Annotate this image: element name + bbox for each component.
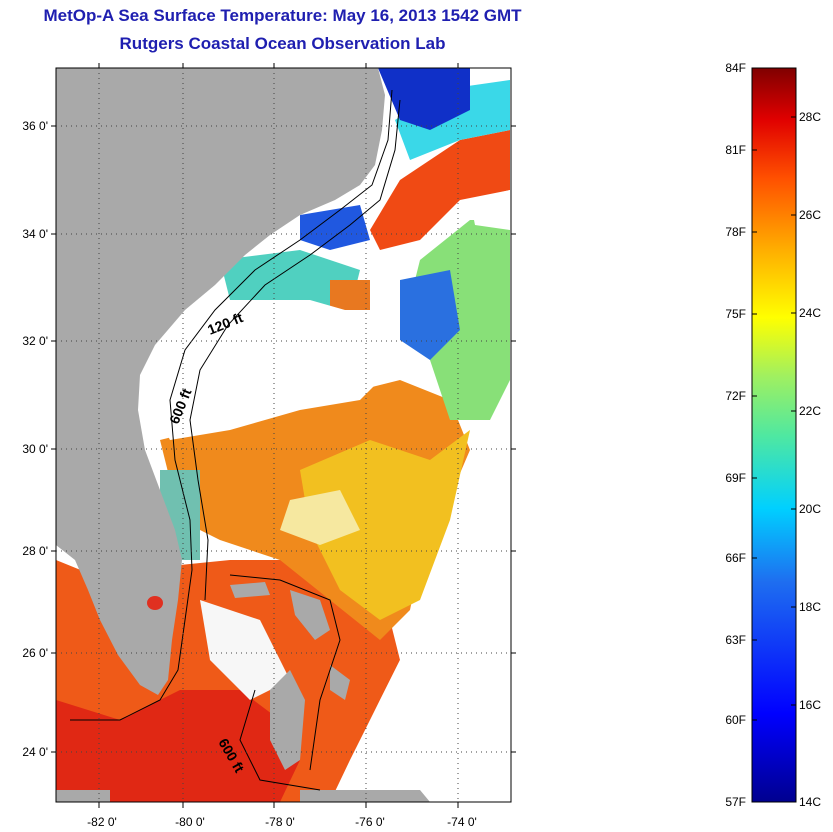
lon-label-82: -82 0' [87, 815, 117, 829]
cb-f-84: 84F [725, 61, 746, 75]
lat-label-26: 26 0' [22, 646, 48, 660]
lat-label-34: 34 0' [22, 227, 48, 241]
land-layer [56, 68, 430, 802]
sst-data-layer [56, 68, 511, 802]
map-subtitle: Rutgers Coastal Ocean Observation Lab [119, 34, 446, 53]
cb-f-63: 63F [725, 633, 746, 647]
lon-label-80: -80 0' [175, 815, 205, 829]
axis-ticks [51, 63, 516, 808]
cb-c-16: 16C [799, 698, 821, 712]
cb-f-60: 60F [725, 713, 746, 727]
colorbar [751, 67, 797, 803]
lon-label-74: -74 0' [447, 815, 477, 829]
sst-nearshore-blue [300, 205, 370, 250]
colorbar-ticks [752, 116, 796, 721]
cb-c-20: 20C [799, 502, 821, 516]
cloud-south [200, 600, 290, 700]
cb-f-78: 78F [725, 225, 746, 239]
cb-c-22: 22C [799, 404, 821, 418]
sst-cold-north [378, 68, 470, 130]
lon-label-76: -76 0' [355, 815, 385, 829]
lat-label-24: 24 0' [22, 745, 48, 759]
cb-f-72: 72F [725, 389, 746, 403]
map-title: MetOp-A Sea Surface Temperature: May 16,… [43, 6, 522, 25]
swath-edge-mask [330, 380, 511, 802]
map-border [55, 67, 512, 803]
cb-f-57: 57F [725, 795, 746, 809]
contour-bahamas-2 [239, 689, 321, 791]
lat-tick-labels: 36 0' 34 0' 32 0' 30 0' 28 0' 26 0' 24 0… [22, 119, 48, 759]
sst-green-east [410, 220, 510, 420]
cb-f-75: 75F [725, 307, 746, 321]
sst-yellow-patch [280, 490, 360, 545]
land-bahamas-andros [270, 670, 305, 770]
cb-c-18: 18C [799, 600, 821, 614]
lat-label-28: 28 0' [22, 544, 48, 558]
contour-bahamas-1 [229, 574, 341, 771]
graticule [56, 68, 511, 802]
cb-c-28: 28C [799, 110, 821, 124]
bathymetry-contours [70, 89, 401, 791]
lat-label-32: 32 0' [22, 334, 48, 348]
lon-label-78: -78 0' [265, 815, 295, 829]
cb-f-69: 69F [725, 471, 746, 485]
colorbar-f-labels: 84F 81F 78F 75F 72F 69F 66F 63F 60F 57F [725, 61, 746, 809]
lake-okeechobee [147, 596, 163, 610]
sst-yellow-east [300, 430, 470, 620]
lat-label-36: 36 0' [22, 119, 48, 133]
cloud-east [470, 190, 510, 230]
land-cuba [300, 790, 430, 802]
land-bahamas-eleuthera [330, 665, 350, 700]
lat-label-30: 30 0' [22, 442, 48, 456]
cb-c-26: 26C [799, 208, 821, 222]
land-us-mainland [56, 68, 385, 695]
sst-cyan-north [395, 80, 510, 160]
sst-blue-patch [400, 270, 460, 360]
land-bahamas-abaco [290, 590, 330, 640]
sst-hot-band [56, 690, 300, 802]
land-florida-keys [56, 790, 110, 802]
lon-tick-labels: -82 0' -80 0' -78 0' -76 0' -74 0' [87, 815, 477, 829]
cb-f-66: 66F [725, 551, 746, 565]
sst-orange-patch [330, 280, 370, 310]
cb-c-24: 24C [799, 306, 821, 320]
contour-600ft [189, 99, 401, 601]
cb-c-14: 14C [799, 795, 821, 809]
sst-nearshore-mix [220, 250, 360, 310]
colorbar-c-labels: 28C 26C 24C 22C 20C 18C 16C 14C [799, 110, 821, 809]
cb-f-81: 81F [725, 143, 746, 157]
contour-120ft [70, 89, 393, 721]
cloud-mid [150, 300, 400, 440]
land-bahamas-grandbahama [230, 582, 270, 598]
sst-gulfstream-north [370, 130, 510, 250]
